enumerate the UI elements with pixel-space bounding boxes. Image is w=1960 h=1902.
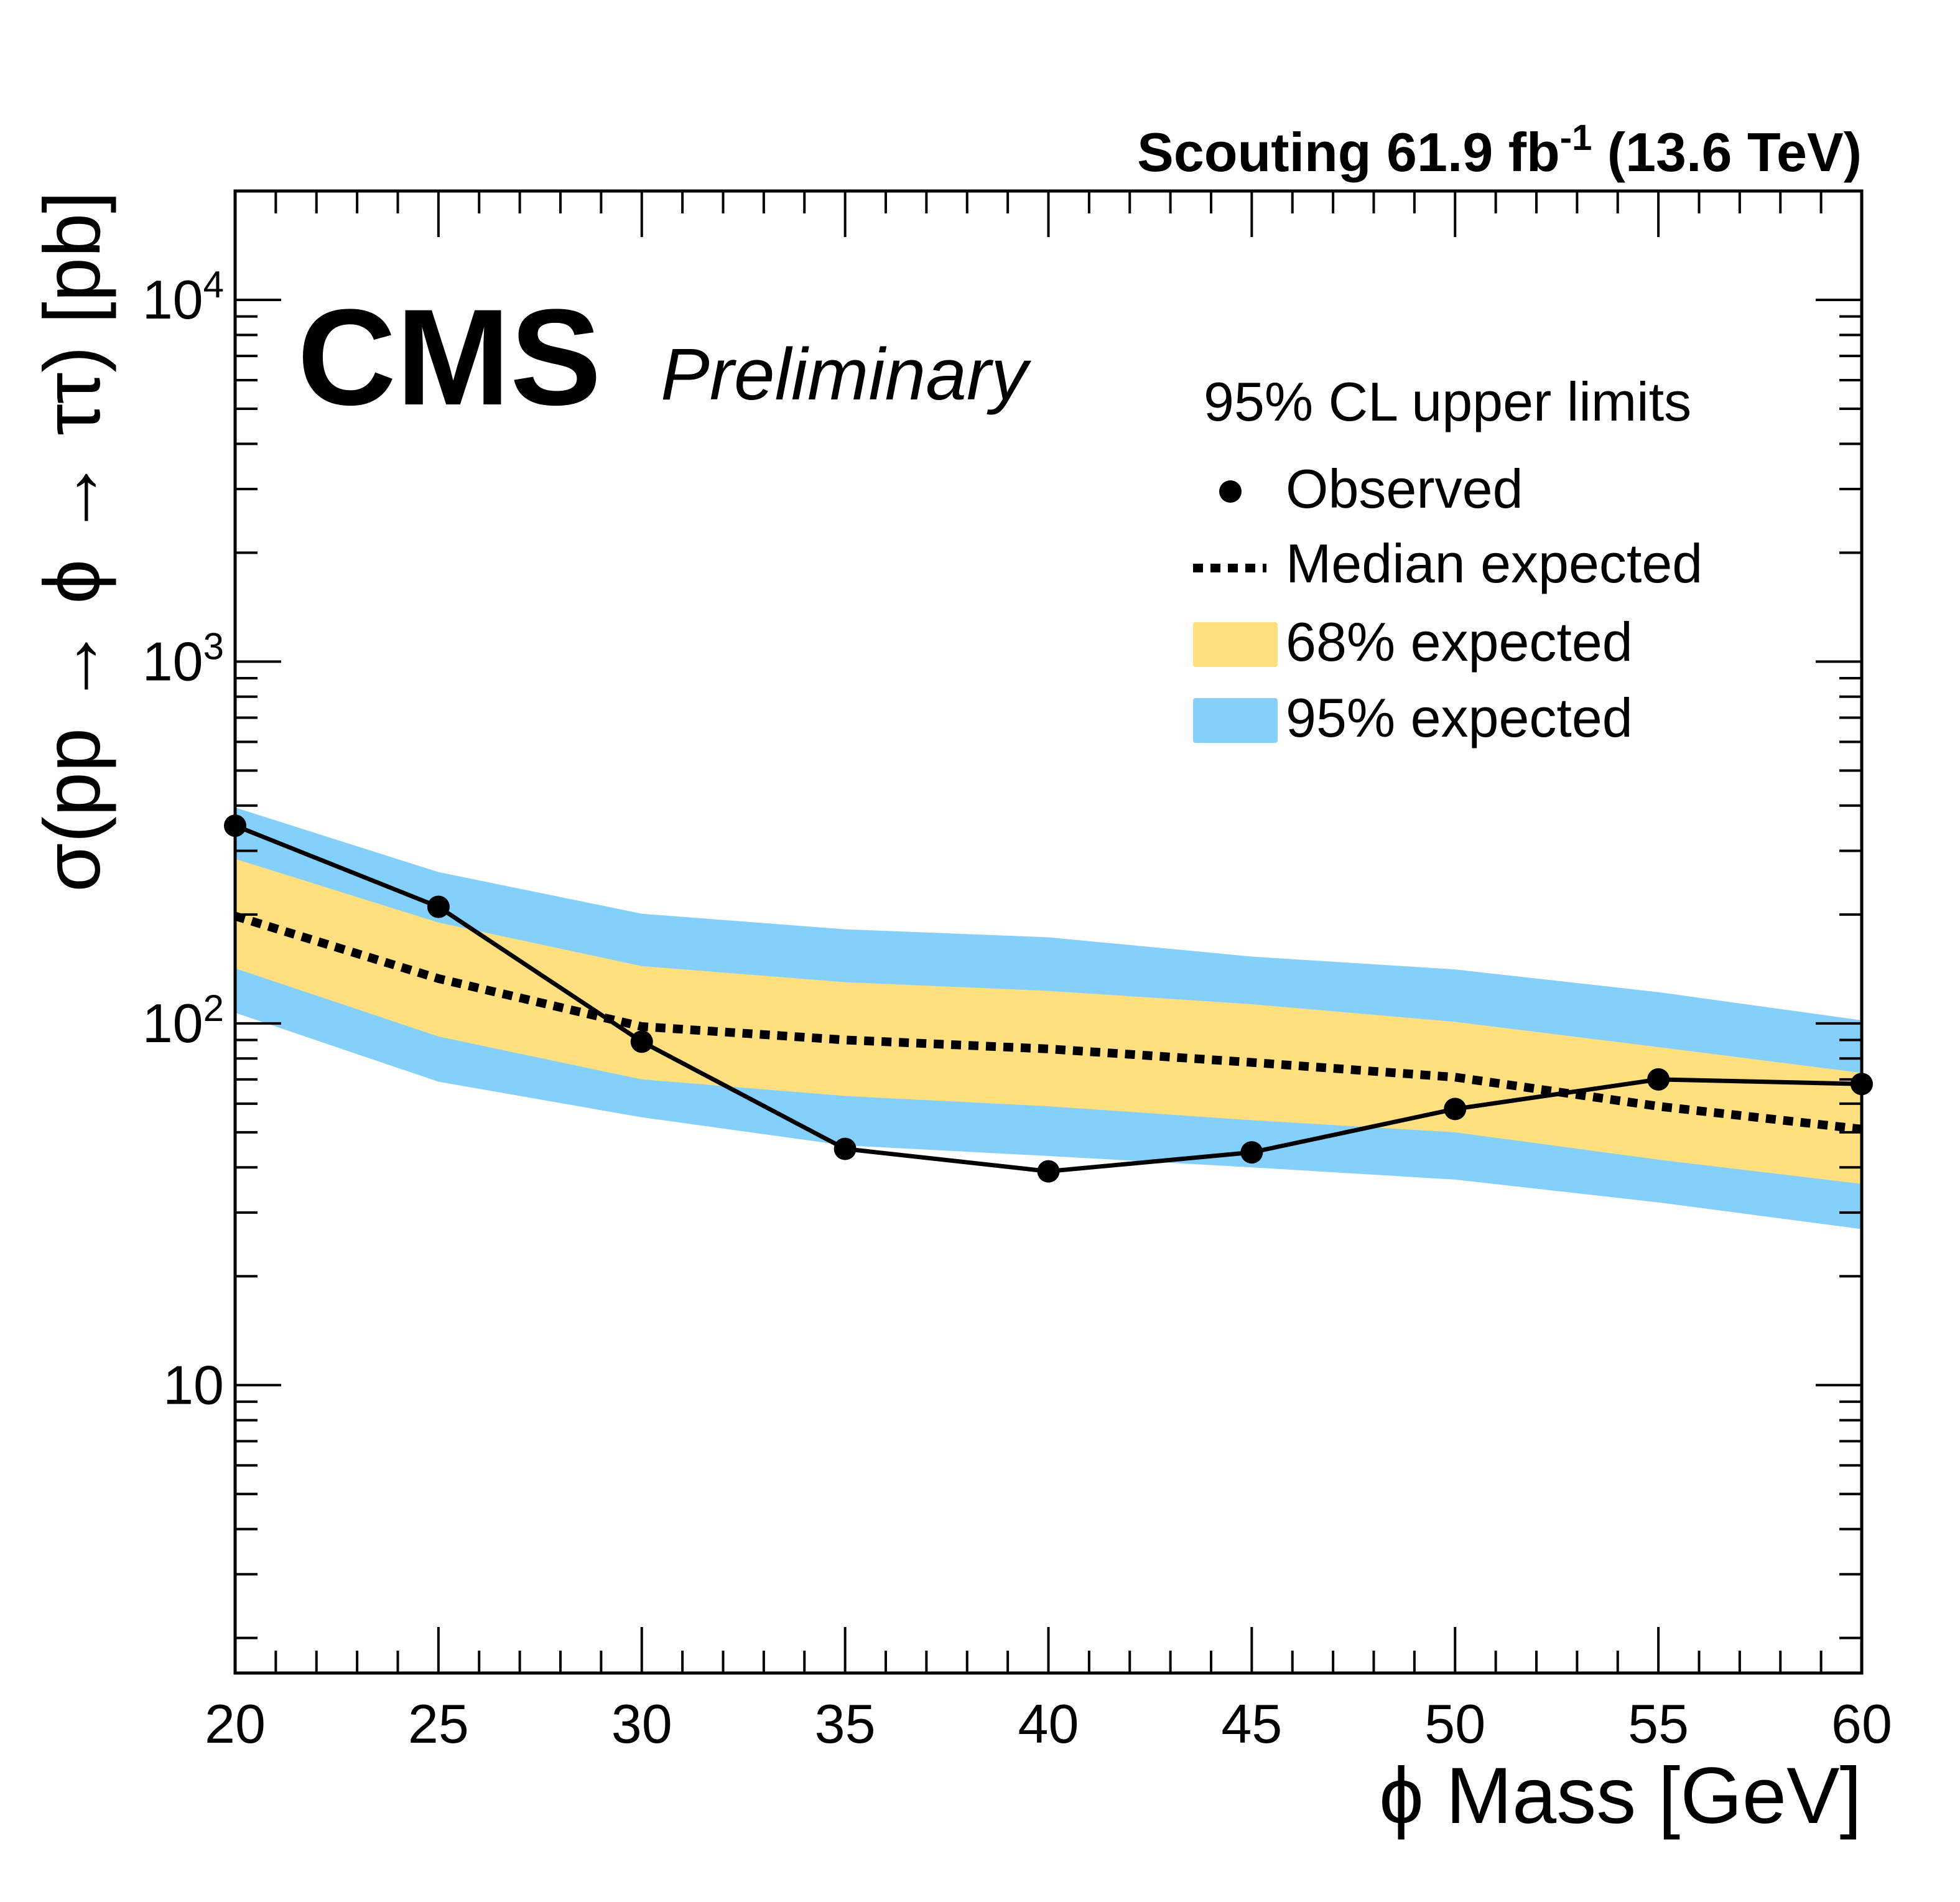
x-tick-label: 30 (611, 1693, 672, 1755)
legend-68-swatch (1193, 622, 1278, 667)
observed-point (834, 1137, 857, 1160)
legend-observed-marker (1219, 480, 1242, 503)
x-tick-label: 45 (1221, 1693, 1282, 1755)
y-tick-label: 10 (163, 1354, 224, 1415)
legend-95-swatch (1193, 698, 1278, 743)
preliminary-label: Preliminary (661, 333, 1031, 416)
legend-title: 95% CL upper limits (1204, 371, 1691, 432)
y-axis-title: σ(pp → ϕ → ττ) [pb] (28, 191, 117, 892)
observed-line (224, 814, 1873, 1183)
observed-point (1647, 1068, 1670, 1091)
observed-point (1444, 1098, 1467, 1121)
cms-label: CMS (297, 281, 601, 434)
x-tick-label: 35 (815, 1693, 876, 1755)
observed-point (427, 895, 450, 918)
observed-point (630, 1030, 653, 1053)
observed-point (1037, 1160, 1060, 1183)
axis-ticks (235, 190, 1862, 1673)
x-tick-label: 50 (1424, 1693, 1485, 1755)
y-tick-label: 104 (142, 264, 224, 330)
legend-median-label: Median expected (1286, 533, 1702, 594)
x-axis-title: ϕ Mass [GeV] (1379, 1751, 1862, 1840)
x-tick-label: 60 (1831, 1693, 1892, 1755)
x-tick-label: 25 (408, 1693, 469, 1755)
median-expected-series (233, 911, 1862, 1134)
lumi-label: Scouting 61.9 fb-1 (13.6 TeV) (1137, 118, 1862, 183)
x-tick-label: 20 (205, 1693, 266, 1755)
legend-68-label: 68% expected (1286, 611, 1633, 673)
legend-95-label: 95% expected (1286, 687, 1633, 748)
legend: 95% CL upper limits Observed Median expe… (1193, 371, 1702, 748)
median-expected-line (233, 911, 1862, 1134)
y-tick-label: 103 (142, 625, 224, 692)
observed-point (1240, 1141, 1263, 1164)
tick-labels: 20 25 30 35 40 45 50 55 60 10 102 103 104 (142, 264, 1892, 1755)
x-tick-label: 40 (1018, 1693, 1079, 1755)
legend-observed-label: Observed (1286, 458, 1523, 520)
y-tick-label: 102 (142, 987, 224, 1054)
x-tick-label: 55 (1628, 1693, 1689, 1755)
